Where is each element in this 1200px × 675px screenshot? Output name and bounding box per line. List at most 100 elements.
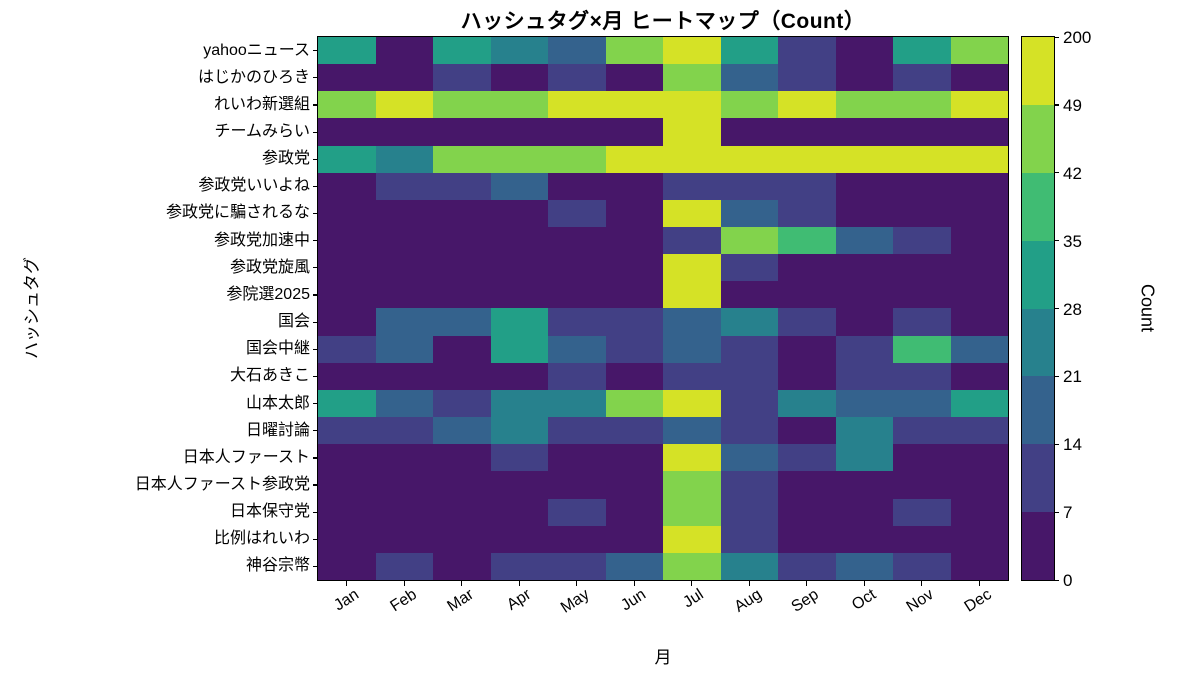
heatmap-cell [548,362,606,390]
heatmap-cell [490,389,548,418]
heatmap-cell [548,417,606,445]
heatmap-cell [375,525,433,553]
heatmap-cell [778,498,836,526]
colorbar-tick-label: 7 [1063,503,1073,523]
heatmap-cell [490,417,548,445]
heatmap-cell [318,227,376,255]
colorbar-band [1022,172,1054,241]
heatmap-cell [720,417,778,445]
heatmap-cell [893,227,951,255]
heatmap-cell [835,172,893,200]
heatmap-cell [375,389,433,418]
heatmap-cell [605,552,663,580]
heatmap-cell [835,335,893,363]
tick-mark [313,267,318,269]
heatmap-cell [548,199,606,228]
heatmap-cell [720,281,778,309]
heatmap-cell [835,308,893,336]
tick-mark [313,50,318,52]
heatmap-cell [605,91,663,119]
heatmap-cell [778,172,836,200]
heatmap-cell [835,417,893,445]
heatmap-cell [835,389,893,418]
heatmap-cell [433,525,491,553]
heatmap-cell [605,498,663,526]
heatmap-cell [893,145,951,173]
heatmap-cell [605,172,663,200]
heatmap-cell [548,389,606,418]
heatmap-cell [375,444,433,472]
heatmap-cell [318,362,376,390]
heatmap-cell [605,362,663,390]
heatmap-cell [720,254,778,282]
heatmap-cell [663,199,721,228]
heatmap-cell [893,37,951,65]
heatmap-cell [950,145,1008,173]
heatmap-cell [950,172,1008,200]
y-tick-label: 参政党に騙されるな [165,204,310,222]
colorbar-band [1022,104,1054,173]
heatmap-cell [605,199,663,228]
heatmap-cell [490,199,548,228]
heatmap-cell [375,335,433,363]
heatmap-cell [720,498,778,526]
colorbar-tick-mark [1054,240,1059,242]
heatmap-cell [433,145,491,173]
heatmap-cell [605,64,663,92]
heatmap-cell [893,444,951,472]
heatmap-cell [950,362,1008,390]
colorbar-tick-mark [1054,36,1059,38]
heatmap-cell [375,91,433,119]
heatmap-cell [720,199,778,228]
heatmap-cell [893,471,951,499]
colorbar-band [1022,376,1054,445]
heatmap-cell [490,444,548,472]
tick-mark [863,581,865,586]
heatmap-cell [375,362,433,390]
y-tick-label: れいわ新選組 [213,95,310,113]
heatmap-cell [605,444,663,472]
heatmap-cell [835,525,893,553]
heatmap-cell [893,254,951,282]
heatmap-cell [720,525,778,553]
heatmap-cell [835,471,893,499]
colorbar-tick-mark [1054,579,1059,581]
heatmap-cell [433,227,491,255]
heatmap-cell [950,444,1008,472]
y-tick-label: はじかのひろき [197,68,310,86]
heatmap-cell [720,335,778,363]
heatmap-cell [433,37,491,65]
heatmap-cell [720,172,778,200]
heatmap-cell [490,172,548,200]
tick-mark [313,104,318,106]
tick-mark [313,538,318,540]
heatmap-cell [663,417,721,445]
tick-mark [633,581,635,586]
tick-mark [313,131,318,133]
heatmap-cell [318,525,376,553]
heatmap-cell [835,552,893,580]
heatmap-cell [720,362,778,390]
y-tick-label: 参政党 [261,150,310,168]
tick-mark [313,158,318,160]
tick-mark [313,375,318,378]
colorbar-label: Count [1137,283,1158,333]
heatmap-cell [375,118,433,146]
heatmap-cell [605,227,663,255]
heatmap-cell [318,389,376,418]
heatmap-cell [950,281,1008,309]
heatmap-cell [375,64,433,92]
colorbar-tick-mark [1054,172,1059,174]
heatmap-cell [720,552,778,580]
heatmap-plot [317,36,1009,581]
heatmap-cell [318,37,376,65]
y-tick-label: チームみらい [214,123,310,141]
heatmap-cell [548,471,606,499]
heatmap-cell [548,172,606,200]
colorbar-band [1022,240,1054,309]
heatmap-cell [835,199,893,228]
x-axis-label: 月 [654,648,672,667]
colorbar-tick-mark [1054,104,1059,106]
heatmap-cell [950,118,1008,146]
